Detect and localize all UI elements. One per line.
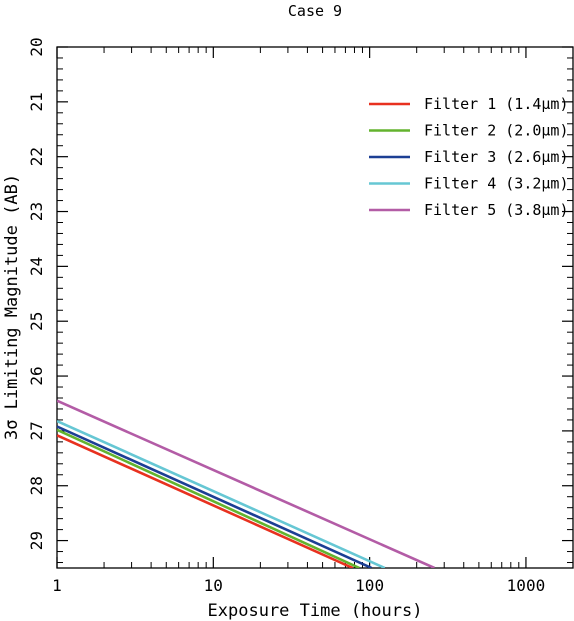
legend-label-filter-3: Filter 3 (2.6μm): [424, 148, 569, 166]
x-tick-label: 10: [204, 576, 223, 595]
y-tick-label: 28: [27, 476, 46, 495]
series-line-filter-3: [57, 425, 373, 568]
y-tick-label: 24: [27, 257, 46, 276]
y-tick-label: 20: [27, 37, 46, 56]
x-axis-label: Exposure Time (hours): [208, 601, 423, 621]
series-line-filter-2: [57, 428, 360, 568]
legend-label-filter-5: Filter 5 (3.8μm): [424, 201, 569, 219]
series-line-filter-4: [57, 419, 386, 568]
legend-label-filter-2: Filter 2 (2.0μm): [424, 122, 569, 140]
legend-label-filter-4: Filter 4 (3.2μm): [424, 175, 569, 193]
y-tick-label: 29: [27, 531, 46, 550]
axis-ticks: [56, 46, 574, 568]
x-tick-label: 100: [355, 576, 384, 595]
x-tick-label: 1: [52, 576, 62, 595]
y-tick-label: 26: [27, 366, 46, 385]
y-tick-label: 22: [27, 147, 46, 166]
y-axis-label: 3σ Limiting Magnitude (AB): [2, 174, 22, 440]
x-tick-label: 1000: [507, 576, 546, 595]
series-line-filter-5: [57, 399, 436, 568]
y-tick-label: 25: [27, 312, 46, 331]
y-tick-label: 27: [27, 421, 46, 440]
plot-frame: [56, 46, 574, 569]
series-line-filter-1: [57, 434, 354, 568]
x-tick-labels: 1 10 100 1000: [52, 576, 545, 595]
legend: Filter 1 (1.4μm) Filter 2 (2.0μm) Filter 3…: [369, 95, 569, 219]
chart-title: Case 9: [288, 2, 342, 20]
y-tick-label: 21: [27, 92, 46, 111]
series-lines: [57, 399, 436, 568]
y-tick-labels: 20 21 22 23 24 25 26 27 28 29: [27, 37, 46, 550]
legend-label-filter-1: Filter 1 (1.4μm): [424, 95, 569, 113]
y-tick-label: 23: [27, 202, 46, 221]
